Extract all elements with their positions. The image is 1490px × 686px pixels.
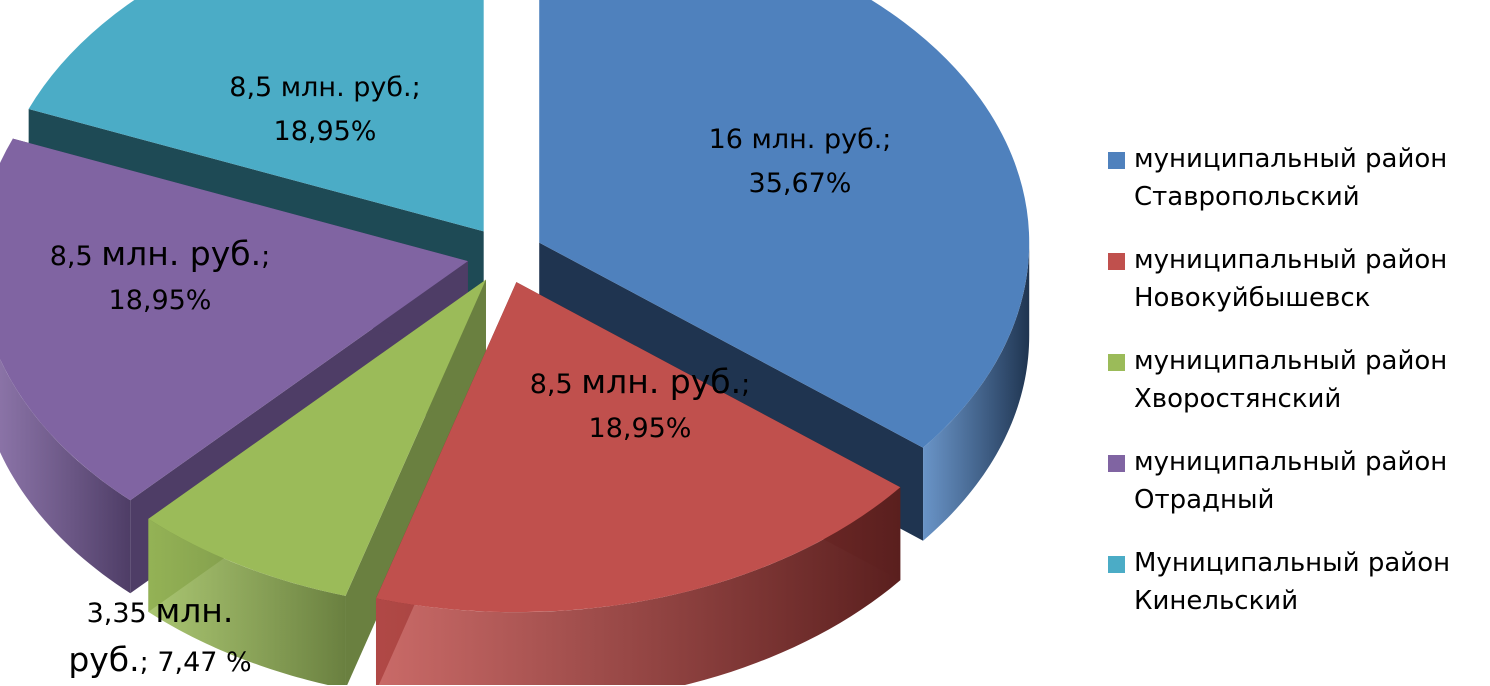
legend-item-otradny: муниципальный район Отрадный — [1108, 443, 1488, 544]
legend-swatch — [1108, 152, 1125, 169]
data-label-stavropolsky: 16 млн. руб.; 35,67% — [640, 118, 960, 206]
legend-swatch — [1108, 253, 1125, 270]
data-label-khvorostyansky: 3,35 млн. руб.; 7,47 % — [30, 588, 290, 686]
legend-item-novokuybyshevsk: муниципальный район Новокуйбышевск — [1108, 241, 1488, 342]
data-label-amount-unit2: руб. — [68, 640, 140, 679]
legend-label-line2: Кинельский — [1134, 586, 1299, 616]
legend-label: муниципальный район Хворостянский — [1134, 342, 1484, 418]
pie-chart — [0, 0, 1030, 685]
data-label-rest: руб.; 7,47 % — [30, 637, 290, 686]
pie-slice-1 — [375, 282, 901, 613]
slice-2-outer-wall — [148, 518, 346, 685]
legend-label-line1: муниципальный район — [1134, 447, 1448, 477]
data-label-amount-unit: млн. — [155, 591, 234, 630]
legend-swatch — [1108, 455, 1125, 472]
pie-slice-0 — [539, 0, 1030, 448]
data-label-amount-unit: млн. руб. — [581, 362, 742, 401]
data-label-amount-end: ; — [261, 241, 271, 272]
data-label-amount: 8,5 млн. руб.; — [470, 360, 810, 407]
data-label-amount: 8,5 млн. руб.; — [0, 232, 320, 279]
data-label-amount-number: 3,35 — [86, 598, 156, 629]
pie-tops — [0, 0, 1030, 613]
chart-legend: муниципальный район Ставропольский муниц… — [1108, 140, 1488, 645]
legend-label: муниципальный район Новокуйбышевск — [1134, 241, 1484, 317]
pie-slice-4 — [28, 0, 484, 232]
data-label-percent: 18,95% — [273, 116, 377, 147]
legend-swatch — [1108, 354, 1125, 371]
slice-1-outer-wall — [375, 487, 901, 685]
legend-label: муниципальный район Ставропольский — [1134, 140, 1484, 216]
data-label-otradny: 8,5 млн. руб.; 18,95% — [0, 232, 320, 323]
legend-item-khvorostyansky: муниципальный район Хворостянский — [1108, 342, 1488, 443]
pie-slice-2 — [148, 279, 486, 596]
slice-0-outer-wall — [923, 242, 1030, 541]
legend-label-line2: Отрадный — [1134, 485, 1275, 515]
legend-swatch — [1108, 556, 1125, 573]
legend-item-kinelsky: Муниципальный район Кинельский — [1108, 544, 1488, 645]
data-label-percent: 35,67% — [748, 168, 852, 199]
legend-item-stavropolsky: муниципальный район Ставропольский — [1108, 140, 1488, 241]
legend-label-line1: муниципальный район — [1134, 346, 1448, 376]
data-label-amount: 3,35 млн. — [30, 588, 290, 637]
legend-label-line2: Хворостянский — [1134, 384, 1342, 414]
data-label-percent: 18,95% — [588, 413, 692, 444]
data-label-amount-unit: млн. руб. — [101, 234, 262, 273]
legend-label: муниципальный район Отрадный — [1134, 443, 1484, 519]
legend-label-line1: муниципальный район — [1134, 245, 1448, 275]
legend-label-line1: Муниципальный район — [1134, 548, 1451, 578]
data-label-amount: 8,5 млн. руб.; — [229, 72, 421, 103]
data-label-amount-end: ; 7,47 % — [139, 647, 252, 678]
data-label-percent: 18,95% — [108, 285, 212, 316]
legend-label-line1: муниципальный район — [1134, 144, 1448, 174]
legend-label: Муниципальный район Кинельский — [1134, 544, 1484, 620]
pie-slice-3 — [0, 138, 468, 501]
data-label-amount-number: 8,5 — [49, 241, 102, 272]
legend-label-line2: Новокуйбышевск — [1134, 283, 1371, 313]
data-label-amount: 16 млн. руб.; — [708, 124, 892, 155]
data-label-novokuybyshevsk: 8,5 млн. руб.; 18,95% — [470, 360, 810, 451]
data-label-amount-end: ; — [741, 369, 751, 400]
legend-label-line2: Ставропольский — [1134, 182, 1360, 212]
slice-3-outer-wall — [0, 359, 131, 594]
data-label-kinelsky: 8,5 млн. руб.; 18,95% — [180, 66, 470, 154]
data-label-amount-number: 8,5 — [529, 369, 582, 400]
